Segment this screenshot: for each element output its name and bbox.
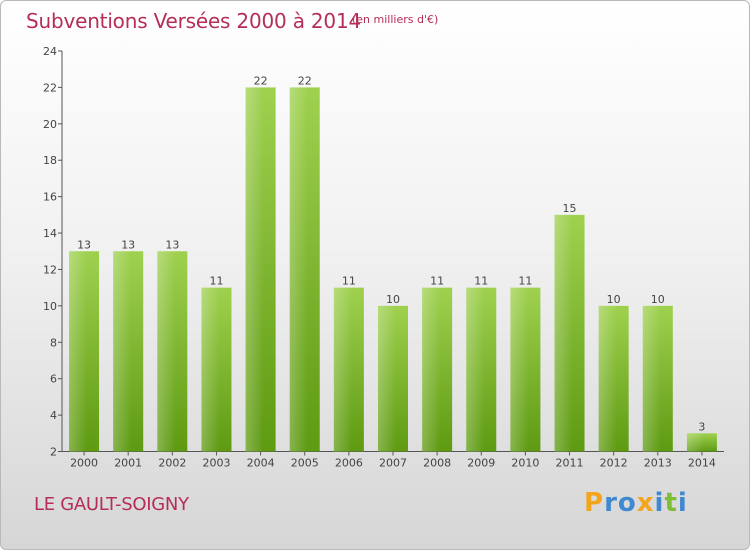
bar-highlight	[466, 287, 497, 452]
bar-value-label: 10	[386, 293, 400, 306]
bar-value-label: 15	[563, 202, 577, 215]
bar-highlight	[686, 433, 717, 452]
y-tick-label: 14	[43, 227, 57, 240]
x-tick-label: 2011	[556, 457, 584, 470]
x-tick-label: 2010	[511, 457, 539, 470]
bar-highlight	[69, 251, 100, 452]
commune-name: LE GAULT-SOIGNY	[34, 494, 189, 515]
bar-highlight	[333, 287, 364, 452]
y-tick-label: 2	[50, 446, 57, 459]
x-tick-label: 2009	[467, 457, 495, 470]
bar-value-label: 22	[254, 74, 268, 87]
bar-highlight	[378, 305, 408, 452]
x-tick-label: 2001	[114, 457, 142, 470]
bar-value-label: 13	[121, 238, 135, 251]
bar-highlight	[113, 251, 144, 452]
bar-highlight	[289, 87, 320, 452]
bar-highlight	[201, 287, 232, 452]
x-tick-label: 2013	[644, 457, 672, 470]
chart-subtitle: (en milliers d'€)	[352, 13, 439, 26]
bar-value-label: 13	[77, 238, 91, 251]
y-tick-label: 4	[50, 409, 57, 422]
bar-highlight	[554, 214, 585, 452]
bar-value-label: 10	[607, 293, 621, 306]
x-tick-label: 2006	[335, 457, 363, 470]
bar-value-label: 3	[698, 420, 705, 433]
proxiti-logo: Proxiti	[584, 488, 688, 518]
bar-value-label: 13	[165, 238, 179, 251]
bar-value-label: 11	[430, 275, 444, 288]
y-tick-label: 22	[43, 81, 57, 94]
bars	[69, 87, 717, 452]
x-tick-label: 2008	[423, 457, 451, 470]
bar-highlight	[245, 87, 276, 452]
bar-value-label: 11	[518, 275, 532, 288]
bar-value-label: 11	[342, 275, 356, 288]
bar-value-label: 11	[209, 275, 223, 288]
labels: 2000 13 2001 13 2002 13 2003 11 2004 22 2005 22 2006…	[70, 74, 716, 469]
x-tick-label: 2014	[688, 457, 716, 470]
y-tick-label: 12	[43, 263, 57, 276]
y-tick-label: 10	[43, 300, 57, 313]
bar-highlight	[598, 305, 629, 452]
bar-value-label: 22	[298, 74, 312, 87]
bar-value-label: 10	[651, 293, 665, 306]
y-tick-label: 24	[43, 45, 57, 58]
y-tick-label: 6	[50, 373, 57, 386]
y-tick-label: 18	[43, 154, 57, 167]
bar-highlight	[510, 287, 541, 452]
x-tick-label: 2007	[379, 457, 407, 470]
bar-highlight	[642, 305, 673, 452]
x-tick-label: 2000	[70, 457, 98, 470]
x-tick-label: 2005	[291, 457, 319, 470]
bar-highlight	[422, 287, 453, 452]
x-tick-label: 2012	[600, 457, 628, 470]
x-tick-label: 2002	[158, 457, 186, 470]
y-tick-label: 16	[43, 191, 57, 204]
bar-highlight	[157, 251, 188, 452]
x-tick-label: 2004	[247, 457, 275, 470]
chart-title: Subventions Versées 2000 à 2014	[26, 9, 362, 33]
y-tick-label: 20	[43, 118, 57, 131]
y-tick-label: 8	[50, 336, 57, 349]
bar-value-label: 11	[474, 275, 488, 288]
x-tick-label: 2003	[202, 457, 230, 470]
